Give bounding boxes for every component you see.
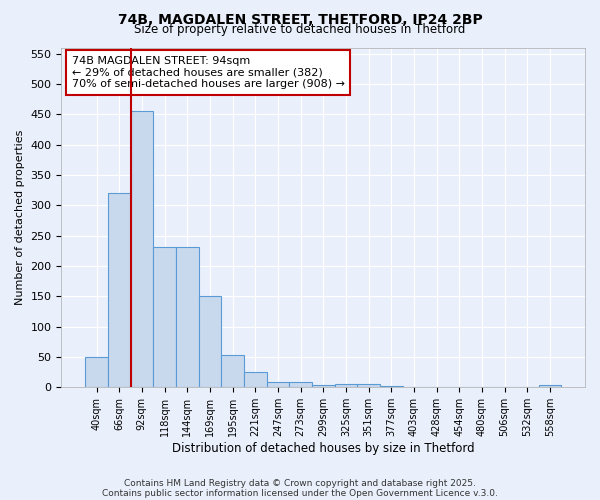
Bar [108, 193, 131, 388]
Bar [221, 354, 244, 388]
Bar [176, 247, 199, 388]
Text: Contains HM Land Registry data © Crown copyright and database right 2025.: Contains HM Land Registry data © Crown c… [124, 478, 476, 488]
X-axis label: Distribution of detached houses by size in Thetford: Distribution of detached houses by size … [172, 442, 475, 455]
Bar [85, 357, 108, 388]
Bar [199, 296, 221, 388]
Bar [131, 111, 153, 388]
Bar [266, 382, 289, 388]
Text: Contains public sector information licensed under the Open Government Licence v.: Contains public sector information licen… [102, 488, 498, 498]
Bar [357, 384, 380, 388]
Bar [153, 247, 176, 388]
Bar [289, 382, 312, 388]
Bar [539, 385, 561, 388]
Bar [244, 372, 266, 388]
Text: Size of property relative to detached houses in Thetford: Size of property relative to detached ho… [134, 22, 466, 36]
Y-axis label: Number of detached properties: Number of detached properties [15, 130, 25, 305]
Bar [335, 384, 357, 388]
Bar [312, 385, 335, 388]
Bar [380, 386, 403, 388]
Text: 74B MAGDALEN STREET: 94sqm
← 29% of detached houses are smaller (382)
70% of sem: 74B MAGDALEN STREET: 94sqm ← 29% of deta… [72, 56, 345, 89]
Text: 74B, MAGDALEN STREET, THETFORD, IP24 2BP: 74B, MAGDALEN STREET, THETFORD, IP24 2BP [118, 12, 482, 26]
